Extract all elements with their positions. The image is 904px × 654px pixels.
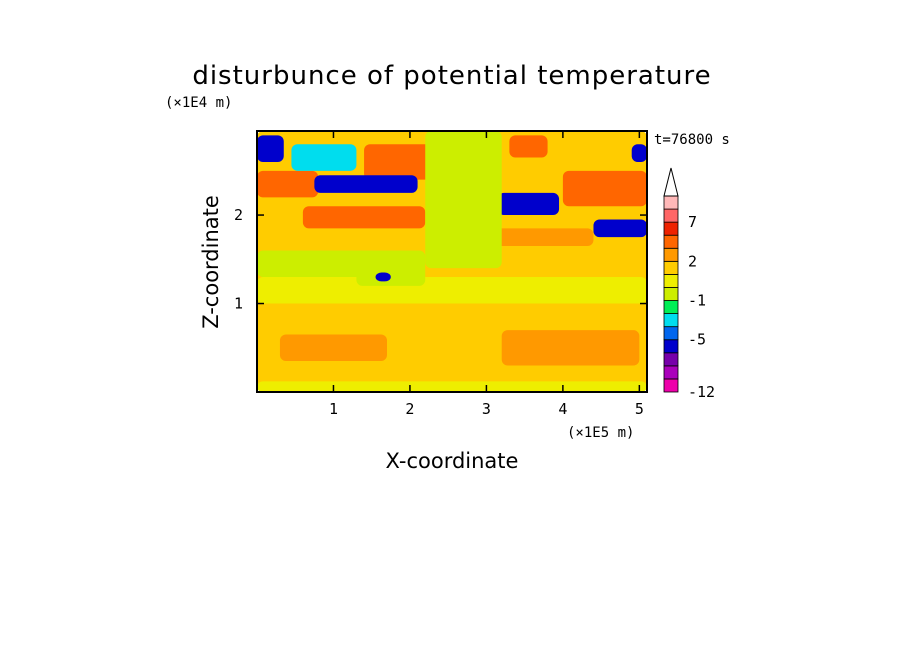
colorbar: -12-5-127 — [663, 167, 715, 401]
colorbar-segment — [663, 326, 679, 341]
y-tick-label: 1 — [234, 295, 243, 313]
x-unit-label: (×1E5 m) — [567, 425, 634, 441]
contour-region-18 — [631, 144, 647, 162]
colorbar-segment — [663, 234, 679, 249]
time-label: t=76800 s — [654, 132, 730, 148]
colorbar-label: -12 — [688, 383, 715, 401]
contour-region-7 — [494, 228, 594, 247]
contour-region-20 — [375, 272, 391, 282]
contour-region-12 — [509, 135, 548, 158]
contour-region-16 — [257, 135, 284, 162]
y-unit-label: (×1E4 m) — [165, 95, 232, 111]
contour-region-10 — [562, 170, 647, 207]
x-axis: 1 2 3 4 5 — [329, 131, 644, 418]
x-tick-label: 1 — [329, 400, 338, 418]
y-axis-title: Z-coordinate — [199, 195, 223, 329]
contour-region-19 — [425, 131, 502, 269]
contour-region-1 — [257, 381, 647, 392]
colorbar-segment — [663, 378, 679, 393]
colorbar-segment — [663, 273, 679, 288]
x-tick-label: 2 — [405, 400, 414, 418]
chart-title: disturbunce of potential temperature — [192, 61, 711, 91]
colorbar-label: 7 — [688, 213, 697, 231]
contour-region-14 — [497, 192, 560, 216]
colorbar-segment — [663, 352, 679, 367]
plot-frame — [256, 130, 648, 393]
colorbar-segment — [663, 313, 679, 328]
colorbar-segment — [663, 247, 679, 262]
contour-region-9 — [257, 170, 319, 198]
contour-region-8 — [302, 206, 426, 229]
contour-region-5 — [257, 250, 372, 277]
colorbar-label: -5 — [688, 331, 706, 349]
colorbar-segment — [663, 260, 679, 275]
colorbar-segment — [663, 287, 679, 301]
colorbar-segment — [663, 208, 679, 223]
x-tick-label: 3 — [482, 400, 491, 418]
contour-region-4 — [501, 330, 640, 366]
colorbar-segment — [663, 195, 679, 210]
y-axis: 12 — [234, 206, 647, 313]
contour-region-2 — [257, 276, 647, 304]
contour-region-6 — [356, 250, 426, 286]
y-tick-label: 2 — [234, 206, 243, 224]
colorbar-segment — [663, 221, 679, 236]
colorbar-segment — [663, 339, 679, 354]
contour-region-17 — [291, 144, 357, 171]
colorbar-label: 2 — [688, 252, 697, 270]
x-tick-label: 4 — [558, 400, 567, 418]
x-tick-label: 5 — [635, 400, 644, 418]
x-axis-title: X-coordinate — [386, 449, 519, 473]
colorbar-label: -1 — [688, 292, 706, 310]
contour-region-3 — [279, 334, 387, 362]
colorbar-segment — [663, 365, 679, 380]
colorbar-extend-arrow — [663, 167, 679, 197]
contour-region-15 — [593, 219, 647, 238]
colorbar-segment — [663, 300, 679, 314]
plot-area — [257, 131, 647, 392]
contour-region-13 — [314, 175, 418, 193]
